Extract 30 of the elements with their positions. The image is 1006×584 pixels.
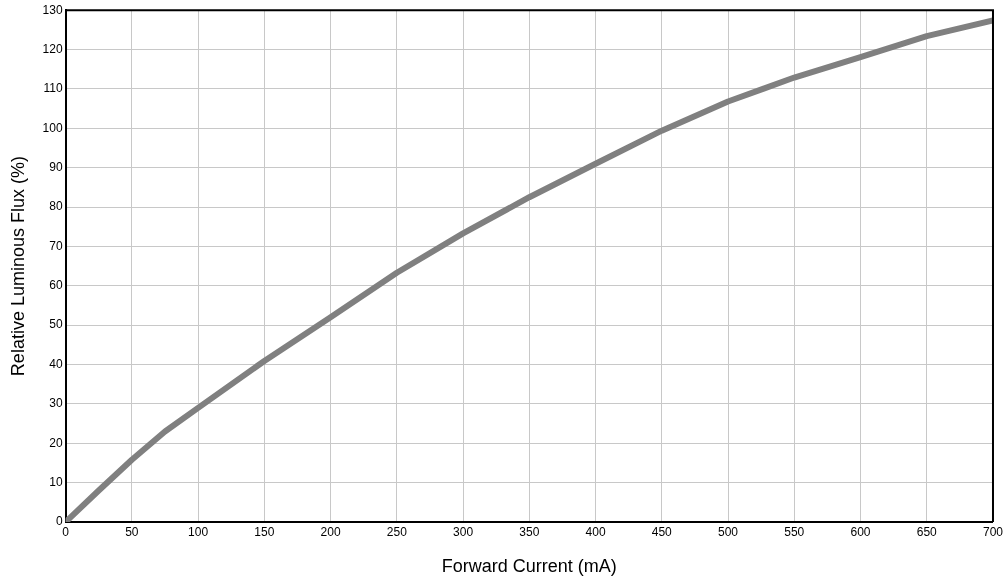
x-tick-label: 450: [651, 524, 673, 539]
x-tick-label: 500: [718, 524, 739, 539]
x-tick-label: 400: [585, 524, 606, 539]
x-tick-label: 250: [386, 524, 408, 539]
x-tick-label: 100: [188, 524, 209, 539]
x-tick-label: 200: [320, 524, 341, 539]
y-axis-title: Relative Luminous Flux (%): [7, 156, 28, 377]
y-tick-label: 60: [49, 278, 63, 293]
x-tick-label: 150: [254, 524, 275, 539]
y-tick-label: 130: [42, 2, 63, 17]
y-tick-label: 110: [43, 81, 63, 96]
x-tick-label: 50: [125, 524, 139, 539]
x-tick-label: 600: [850, 524, 871, 539]
x-axis-title: Forward Current (mA): [441, 556, 617, 577]
y-tick-label: 30: [49, 396, 63, 411]
y-tick-label: 50: [49, 317, 63, 332]
x-tick-label: 550: [784, 524, 805, 539]
y-tick-label: 0: [55, 514, 63, 529]
x-tick-label: 700: [982, 524, 1004, 539]
y-tick-label: 80: [49, 199, 63, 214]
x-tick-label: 650: [916, 524, 938, 539]
x-tick-label: 350: [519, 524, 540, 539]
y-tick-label: 20: [49, 435, 63, 450]
y-tick-label: 120: [42, 41, 63, 56]
y-tick-label: 90: [49, 159, 63, 174]
y-tick-label: 40: [49, 356, 63, 371]
y-tick-label: 70: [49, 238, 63, 253]
y-tick-label: 10: [49, 474, 63, 489]
y-tick-label: 100: [42, 120, 63, 135]
x-tick-label: 300: [453, 524, 474, 539]
